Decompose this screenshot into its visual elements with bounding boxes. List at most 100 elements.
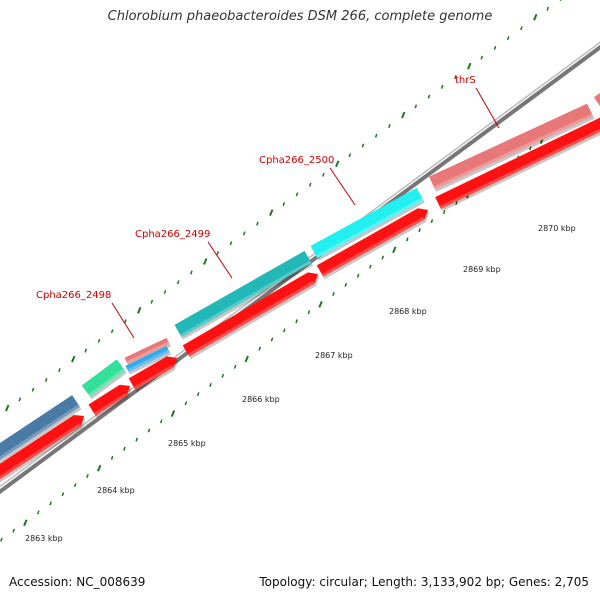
gene-thrs-body [429, 103, 593, 190]
reverse-gene-3 [128, 356, 179, 393]
tick-upper [150, 299, 154, 304]
tick-upper [269, 209, 274, 217]
reverse-strand-genes [0, 117, 600, 483]
tick-lower [96, 464, 102, 472]
gene-blue-steel-body [0, 395, 80, 460]
reverse-gene-2 [88, 384, 132, 418]
tick-lower [258, 346, 262, 351]
tick-upper [5, 404, 10, 412]
scale-label-2865-kbp: 2865 kbp [168, 439, 206, 448]
tick-lower [159, 419, 163, 424]
tick-upper [374, 133, 378, 138]
tick-lower [12, 528, 16, 533]
reverse-gene-2-highlight [93, 393, 127, 416]
gene-green-highlight [88, 368, 126, 397]
tick-upper [242, 231, 246, 236]
gene-label-cpha266-2500: Cpha266_2500 [259, 155, 334, 166]
scale-labels: 2863 kbp 2864 kbp 2865 kbp 2866 kbp 2867 kbp… [25, 224, 576, 543]
gene-thrs [429, 103, 595, 192]
tick-upper [335, 160, 340, 168]
tick-lower [110, 455, 114, 460]
reverse-gene-4 [182, 272, 320, 360]
scale-label-2868-kbp: 2868 kbp [389, 307, 427, 316]
tick-upper [440, 84, 444, 89]
reverse-gene-6-highlight [439, 128, 600, 209]
tick-upper [71, 355, 76, 363]
tick-lower [221, 373, 225, 378]
tick-upper [414, 104, 418, 109]
gene-cpha266-2500 [310, 187, 425, 261]
tick-lower [170, 410, 176, 417]
reverse-gene-5 [316, 208, 430, 280]
gene-green [81, 359, 127, 400]
reverse-gene-5-body [316, 208, 428, 277]
tick-upper [44, 377, 48, 382]
tick-upper [322, 172, 325, 177]
gene-blue-light-highlight [127, 349, 170, 373]
tick-lower [318, 300, 323, 308]
gene-thrs-highlight [433, 113, 593, 190]
tick-lower [184, 401, 188, 406]
tick-upper [546, 6, 550, 11]
tick-lower [49, 501, 52, 506]
tick-lower [418, 228, 421, 233]
tick-upper [203, 258, 208, 265]
tick-upper [176, 280, 180, 285]
tick-upper [190, 270, 193, 275]
gene-next-offscreen [593, 92, 600, 107]
tick-upper [388, 123, 391, 128]
tick-upper [84, 348, 88, 353]
tick-lower [344, 282, 348, 287]
tick-lower [392, 246, 397, 254]
accession-text: Accession: NC_008639 [9, 575, 146, 589]
reverse-gene-3-body [128, 356, 177, 390]
gene-labels: Cpha266_2498 Cpha266_2499 Cpha266_2500 thrS [36, 75, 500, 339]
leader-thrs [475, 87, 500, 129]
reverse-gene-1-body [0, 414, 84, 480]
tick-upper [97, 338, 101, 343]
tick-upper [58, 368, 61, 373]
tick-upper [110, 329, 114, 334]
tick-upper [493, 45, 497, 50]
tick-upper [559, 0, 562, 1]
tick-upper [467, 62, 472, 70]
tick-lower [270, 337, 274, 342]
gene-cpha266-2500-highlight [315, 197, 424, 259]
gene-blue-light [125, 345, 172, 375]
tick-lower [442, 210, 446, 215]
reverse-gene-4-body [182, 272, 318, 357]
gene-cpha266-2499 [174, 250, 313, 340]
gene-blue-light-body [125, 345, 170, 373]
gene-green-body [81, 359, 126, 397]
tick-upper [163, 290, 167, 295]
tick-lower [0, 537, 3, 542]
tick-lower [244, 355, 249, 363]
gene-label-thrs: thrS [455, 75, 476, 86]
tick-upper [401, 111, 406, 119]
tick-upper [18, 397, 22, 402]
tick-upper [454, 75, 457, 80]
gene-cpha266-2499-highlight [179, 260, 312, 338]
tick-lower [282, 328, 286, 333]
tick-lower [123, 446, 126, 451]
reverse-gene-1-highlight [0, 423, 81, 480]
tick-lower [356, 273, 360, 278]
scale-label-2870-kbp: 2870 kbp [538, 224, 576, 233]
gene-cpha266-2498-body [124, 337, 170, 365]
tick-upper [533, 13, 538, 21]
tick-lower [455, 200, 458, 205]
gene-next-offscreen-body [593, 92, 600, 106]
scale-label-2867-kbp: 2867 kbp [315, 351, 353, 360]
leader-cpha266-2498 [111, 302, 135, 339]
tick-upper [348, 153, 352, 158]
tick-upper [361, 143, 365, 148]
leader-cpha266-2499 [207, 241, 233, 279]
forward-strand-genes [0, 92, 600, 464]
tick-lower [332, 292, 335, 296]
gene-cpha266-2498 [124, 337, 172, 367]
reverse-gene-4-highlight [187, 281, 315, 357]
tick-upper [229, 241, 233, 246]
tick-lower [147, 428, 151, 433]
tick-lower [528, 146, 532, 151]
